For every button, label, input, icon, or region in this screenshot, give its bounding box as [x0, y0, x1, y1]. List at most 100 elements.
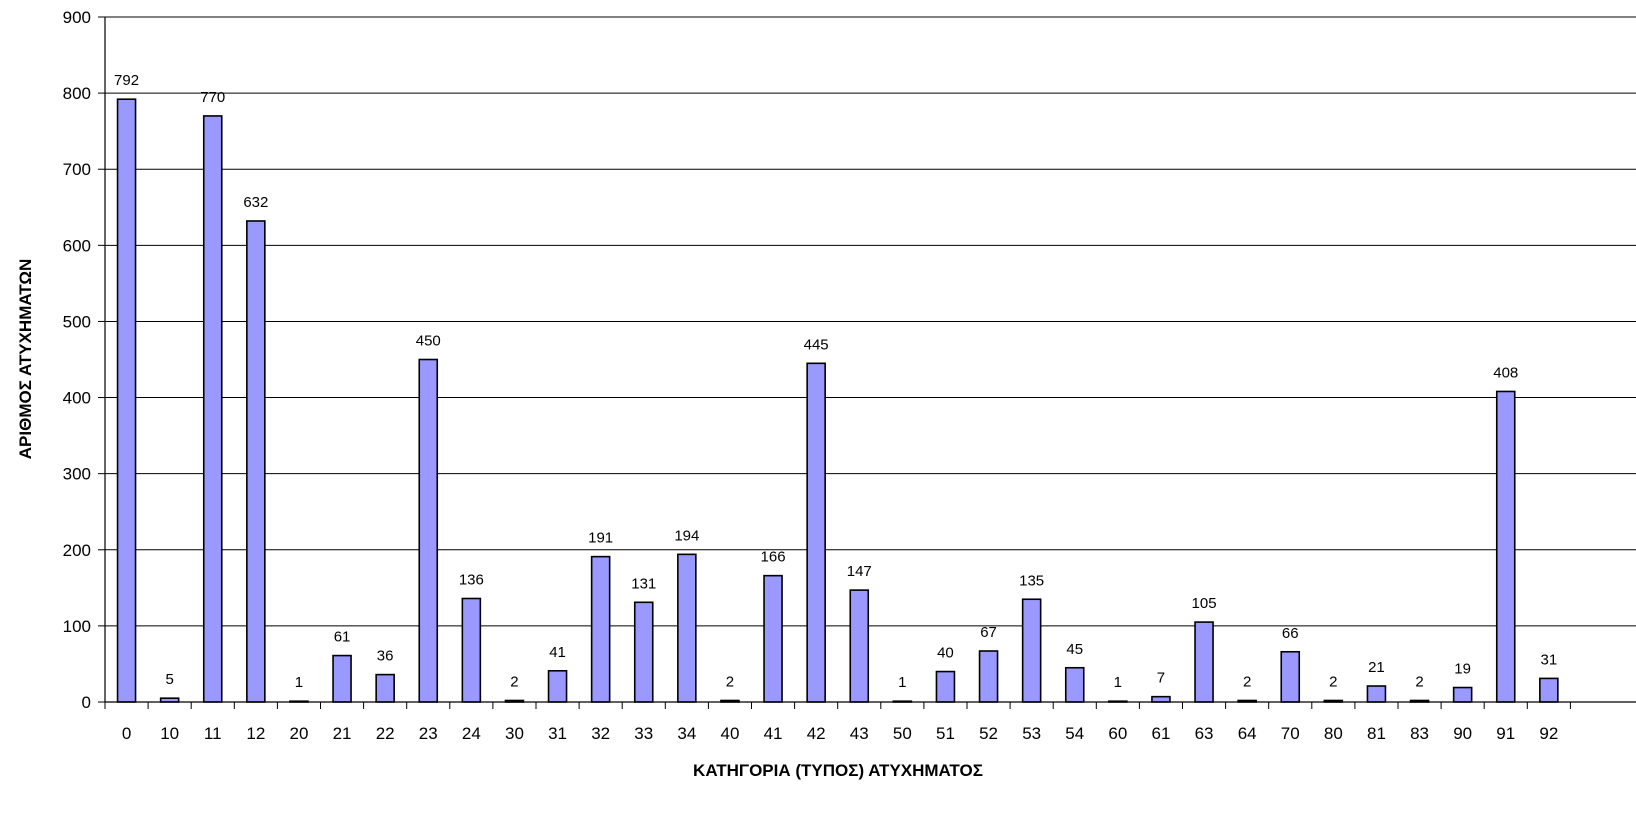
bar-92	[1539, 677, 1559, 703]
data-label-32: 191	[588, 530, 613, 547]
data-label-41: 166	[761, 549, 786, 566]
x-tick-label: 24	[462, 724, 481, 743]
x-tick-label: 23	[419, 724, 438, 743]
data-label-30: 2	[510, 673, 518, 690]
bar-32	[590, 555, 611, 703]
bar-91	[1495, 390, 1516, 703]
x-tick-label: 31	[548, 724, 567, 743]
y-tick-label: 600	[63, 236, 91, 255]
data-label-83: 2	[1415, 673, 1423, 690]
data-label-22: 36	[377, 648, 394, 665]
bar-70	[1280, 650, 1301, 703]
data-label-24: 136	[459, 571, 484, 588]
bar-81	[1366, 685, 1387, 703]
data-label-54: 45	[1066, 641, 1083, 658]
axes	[98, 16, 1636, 709]
x-tick-label: 20	[289, 724, 308, 743]
y-tick-label: 0	[82, 693, 91, 712]
bar-12	[246, 220, 266, 703]
x-tick-label: 30	[505, 724, 524, 743]
x-tick-label: 81	[1367, 724, 1386, 743]
data-label-42: 445	[804, 336, 829, 353]
x-tick-label: 43	[850, 724, 869, 743]
data-label-10: 5	[165, 671, 173, 688]
x-tick-label: 0	[122, 724, 131, 743]
y-tick-label: 800	[63, 84, 91, 103]
data-label-23: 450	[416, 333, 441, 350]
x-tick-labels: 0 10 11 12 20 21 22 23 24 30 31 32 33 34 40 41 42 43 50 51 5…	[122, 724, 1558, 743]
bar-52	[978, 650, 999, 703]
bar-24	[461, 597, 482, 703]
data-label-40: 2	[726, 673, 734, 690]
data-label-52: 67	[980, 624, 997, 641]
y-axis-title: ΑΡΙΘΜΟΣ ΑΤΥΧΗΜΑΤΩΝ	[16, 259, 35, 459]
data-label-81: 21	[1368, 659, 1385, 676]
data-label-51: 40	[937, 645, 954, 662]
x-tick-label: 61	[1151, 724, 1170, 743]
x-tick-label: 60	[1108, 724, 1127, 743]
data-label-60: 1	[1114, 674, 1122, 691]
y-tick-label: 200	[63, 541, 91, 560]
data-label-80: 2	[1329, 673, 1337, 690]
data-label-20: 1	[295, 674, 303, 691]
data-label-63: 105	[1192, 595, 1217, 612]
y-tick-label: 300	[63, 465, 91, 484]
x-tick-label: 80	[1324, 724, 1343, 743]
x-tick-label: 53	[1022, 724, 1041, 743]
bar-34	[677, 553, 697, 703]
x-tick-label: 52	[979, 724, 998, 743]
bar-54	[1064, 666, 1085, 703]
y-tick-label: 900	[63, 8, 91, 27]
data-label-33: 131	[631, 575, 656, 592]
x-tick-label: 21	[333, 724, 352, 743]
data-label-61: 7	[1157, 670, 1165, 687]
data-label-11: 770	[200, 89, 225, 106]
bar-41	[763, 574, 783, 703]
data-label-0: 792	[114, 72, 139, 89]
x-axis-title: ΚΑΤΗΓΟΡΙΑ (ΤΥΠΟΣ) ΑΤΥΧΗΜΑΤΟΣ	[693, 761, 983, 780]
x-tick-label: 54	[1065, 724, 1084, 743]
x-tick-label: 91	[1496, 724, 1515, 743]
bars	[116, 98, 1559, 703]
x-tick-label: 42	[807, 724, 826, 743]
data-label-90: 19	[1454, 661, 1471, 678]
x-tick-label: 51	[936, 724, 955, 743]
bar-90	[1452, 686, 1473, 703]
x-tick-label: 41	[764, 724, 783, 743]
data-label-21: 61	[334, 629, 351, 646]
y-tick-label: 500	[63, 312, 91, 331]
x-tick-label: 32	[591, 724, 610, 743]
x-tick-label: 11	[204, 724, 222, 743]
x-tick-label: 83	[1410, 724, 1429, 743]
bar-23	[418, 358, 439, 703]
data-label-70: 66	[1282, 625, 1299, 642]
y-tick-label: 400	[63, 389, 91, 408]
x-tick-label: 50	[893, 724, 912, 743]
y-tick-label: 100	[63, 617, 91, 636]
bar-11	[202, 115, 223, 703]
data-label-43: 147	[847, 563, 872, 580]
x-tick-label: 12	[246, 724, 265, 743]
data-label-31: 41	[549, 644, 566, 661]
x-tick-label: 70	[1281, 724, 1300, 743]
x-tick-label: 33	[634, 724, 653, 743]
y-tick-labels: 0 100 200 300 400 500 600 700 800 900	[63, 8, 91, 712]
bar-0	[116, 98, 137, 703]
bar-21	[332, 654, 352, 703]
data-label-53: 135	[1019, 572, 1044, 589]
bar-53	[1021, 598, 1042, 703]
x-tick-label: 92	[1539, 724, 1558, 743]
y-tick-label: 700	[63, 160, 91, 179]
data-label-50: 1	[898, 674, 906, 691]
x-tick-label: 64	[1238, 724, 1257, 743]
data-label-12: 632	[243, 194, 268, 211]
bar-51	[935, 670, 956, 703]
data-label-34: 194	[674, 527, 699, 544]
bar-22	[375, 673, 395, 703]
data-label-91: 408	[1493, 364, 1518, 381]
gridlines	[105, 16, 1636, 627]
bar-42	[806, 362, 826, 703]
bar-43	[849, 589, 870, 703]
